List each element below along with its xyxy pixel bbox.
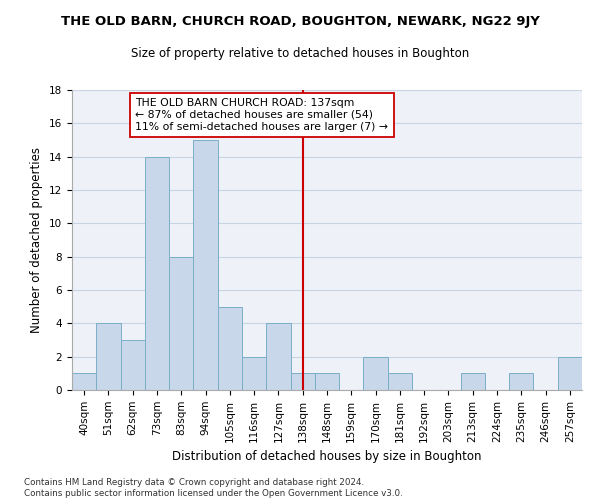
Text: THE OLD BARN, CHURCH ROAD, BOUGHTON, NEWARK, NG22 9JY: THE OLD BARN, CHURCH ROAD, BOUGHTON, NEW… — [61, 15, 539, 28]
Y-axis label: Number of detached properties: Number of detached properties — [31, 147, 43, 333]
Bar — [242, 356, 266, 390]
Bar — [72, 374, 96, 390]
Bar — [558, 356, 582, 390]
Bar — [509, 374, 533, 390]
Bar — [315, 374, 339, 390]
Bar — [193, 140, 218, 390]
Text: Size of property relative to detached houses in Boughton: Size of property relative to detached ho… — [131, 48, 469, 60]
Bar — [169, 256, 193, 390]
Text: THE OLD BARN CHURCH ROAD: 137sqm
← 87% of detached houses are smaller (54)
11% o: THE OLD BARN CHURCH ROAD: 137sqm ← 87% o… — [135, 98, 388, 132]
X-axis label: Distribution of detached houses by size in Boughton: Distribution of detached houses by size … — [172, 450, 482, 463]
Bar — [388, 374, 412, 390]
Text: Contains HM Land Registry data © Crown copyright and database right 2024.
Contai: Contains HM Land Registry data © Crown c… — [24, 478, 403, 498]
Bar — [364, 356, 388, 390]
Bar — [461, 374, 485, 390]
Bar — [290, 374, 315, 390]
Bar — [266, 324, 290, 390]
Bar — [145, 156, 169, 390]
Bar — [96, 324, 121, 390]
Bar — [121, 340, 145, 390]
Bar — [218, 306, 242, 390]
